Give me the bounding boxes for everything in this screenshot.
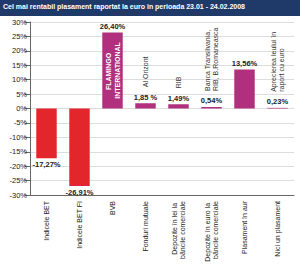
svg-text:Nici un plasament: Nici un plasament [274, 201, 282, 257]
svg-text:0,23%: 0,23% [267, 97, 289, 106]
svg-text:băncile comerciale: băncile comerciale [212, 201, 219, 259]
svg-text:20%: 20% [12, 46, 27, 55]
svg-text:15%: 15% [12, 61, 27, 70]
svg-text:Al Orizont: Al Orizont [142, 56, 149, 87]
svg-text:-20%: -20% [9, 162, 27, 171]
svg-text:Banca Transilvania,: Banca Transilvania, [204, 28, 211, 91]
svg-text:FLAMINGO: FLAMINGO [105, 51, 112, 90]
svg-text:0,54%: 0,54% [201, 96, 223, 105]
svg-text:Aprecierea leului în: Aprecierea leului în [270, 30, 278, 92]
svg-text:-30%: -30% [9, 191, 27, 200]
svg-text:-25%: -25% [9, 176, 27, 185]
svg-text:13,56%: 13,56% [232, 59, 258, 68]
svg-text:RIB, B.Romaneasca: RIB, B.Romaneasca [212, 27, 219, 91]
svg-text:5%: 5% [16, 90, 27, 99]
svg-text:25%: 25% [12, 32, 27, 41]
svg-text:10%: 10% [12, 75, 27, 84]
svg-text:-17,27%: -17,27% [33, 160, 61, 169]
svg-text:raport cu euro: raport cu euro [278, 48, 286, 92]
svg-text:-5%: -5% [14, 118, 28, 127]
svg-text:Indicele BET: Indicele BET [43, 200, 50, 240]
svg-text:-26,91%: -26,91% [66, 188, 94, 197]
svg-text:26,40%: 26,40% [100, 22, 126, 31]
svg-text:1,85 %: 1,85 % [134, 93, 158, 102]
svg-text:BVB: BVB [109, 201, 116, 215]
svg-text:Plasament în aur: Plasament în aur [241, 200, 248, 254]
svg-text:1,49%: 1,49% [168, 94, 190, 103]
svg-text:0%: 0% [16, 104, 27, 113]
svg-text:băncile comerciale: băncile comerciale [179, 201, 186, 259]
svg-text:Depozite în lei la: Depozite în lei la [171, 201, 179, 255]
svg-text:Depozite în euro la: Depozite în euro la [204, 201, 212, 262]
svg-text:RIB: RIB [175, 76, 182, 88]
svg-text:-10%: -10% [9, 133, 27, 142]
svg-text:INTERNATIONAL: INTERNATIONAL [114, 41, 121, 98]
svg-text:30%: 30% [12, 18, 27, 27]
svg-text:Cel mai rentabil plasament rap: Cel mai rentabil plasament raportat la e… [3, 3, 245, 11]
svg-text:-15%: -15% [9, 147, 27, 156]
svg-text:Fonduri mutuale: Fonduri mutuale [142, 201, 149, 252]
svg-text:Indicele BET FI: Indicele BET FI [76, 201, 83, 249]
